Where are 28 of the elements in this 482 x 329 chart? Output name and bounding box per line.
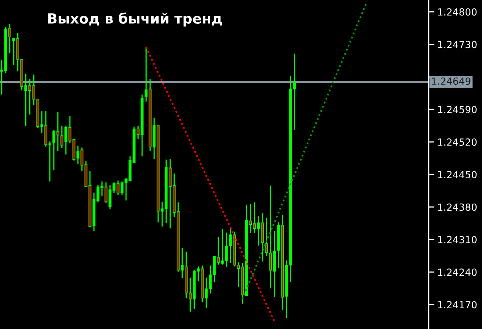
candlestick (56, 111, 60, 152)
candlestick (52, 130, 56, 172)
candlestick (265, 218, 268, 258)
candlestick (273, 230, 276, 298)
candlestick (229, 228, 232, 264)
y-tick-label: 1.24310 (438, 236, 477, 244)
candlestick (60, 125, 64, 149)
candlestick (221, 228, 224, 266)
y-tick-label: 1.24170 (438, 301, 477, 309)
y-tick-label: 1.24590 (438, 106, 477, 114)
y-tick-label: 1.24520 (438, 138, 477, 146)
ref-line-label: 1.24649 (432, 78, 471, 86)
y-tick-label: 1.24240 (438, 268, 477, 276)
candlestick (44, 110, 48, 148)
candlestick (64, 125, 68, 156)
y-tick-label: 1.24380 (438, 204, 477, 212)
candlestick (28, 78, 32, 116)
candlestick (269, 185, 272, 290)
text: Выход в бычий тренд (48, 12, 222, 27)
candlestick (12, 38, 16, 66)
candlestick (253, 202, 256, 234)
candlestick (257, 216, 260, 246)
candlestick (168, 158, 172, 230)
y-tick-label: 1.24730 (438, 41, 477, 48)
y-tick-label: 1.24800 (438, 8, 477, 16)
candlestick (261, 212, 264, 262)
y-tick-label: 1.24450 (438, 171, 477, 179)
candlestick (225, 232, 228, 268)
